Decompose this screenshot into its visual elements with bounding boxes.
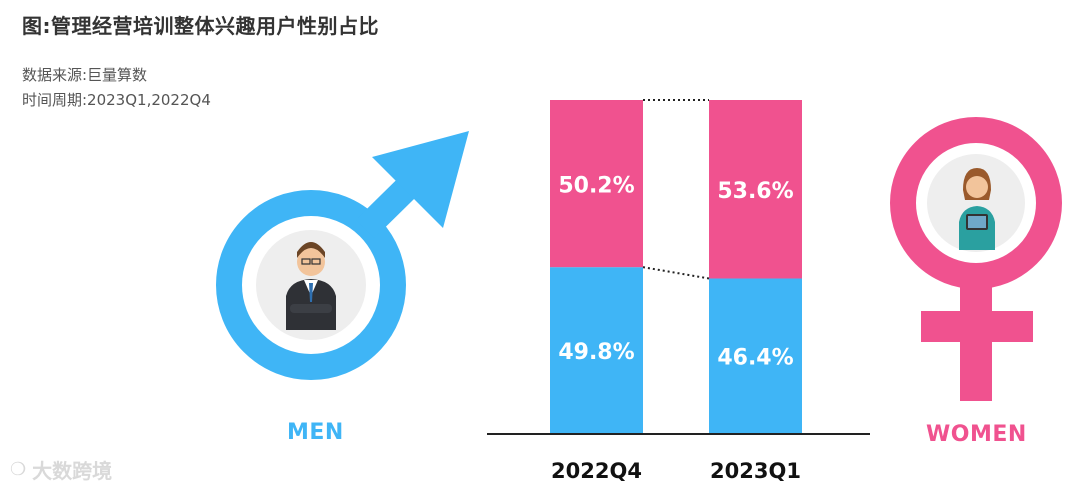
bar-segment-men-2023q1 [709, 278, 802, 433]
x-tick-label-2023q1: 2023Q1 [710, 459, 801, 483]
women-label: WOMEN [926, 422, 1027, 447]
x-tick-label-2022q4: 2022Q4 [551, 459, 642, 483]
data-label-men-2023q1: 46.4% [717, 346, 793, 371]
data-source: 数据来源:巨量算数 [22, 66, 148, 84]
data-label-men-2022q4: 49.8% [558, 340, 634, 365]
bar-segment-women-2023q1 [709, 100, 802, 279]
data-label-women-2023q1: 53.6% [717, 179, 793, 204]
watermark: ❍ 大数跨境 [10, 455, 112, 484]
bar-segment-men-2022q4 [550, 267, 643, 433]
connector-middle [642, 266, 710, 280]
bar-segment-women-2022q4 [550, 100, 643, 268]
woman-avatar-icon [959, 168, 995, 250]
watermark-text: 大数跨境 [32, 459, 113, 483]
page-title: 图:管理经营培训整体兴趣用户性别占比 [22, 14, 379, 38]
watermark-logo-icon: ❍ [10, 459, 27, 480]
data-label-women-2022q4: 50.2% [558, 174, 634, 199]
men-label: MEN [287, 420, 344, 445]
man-avatar-icon [286, 242, 336, 330]
time-period: 时间周期:2023Q1,2022Q4 [22, 91, 211, 109]
male-symbol-icon [216, 131, 469, 380]
stacked-bar-plot: 49.8% 50.2% 2022Q4 46.4% 53.6% 2023Q1 [487, 99, 870, 483]
female-symbol-icon [890, 117, 1062, 401]
